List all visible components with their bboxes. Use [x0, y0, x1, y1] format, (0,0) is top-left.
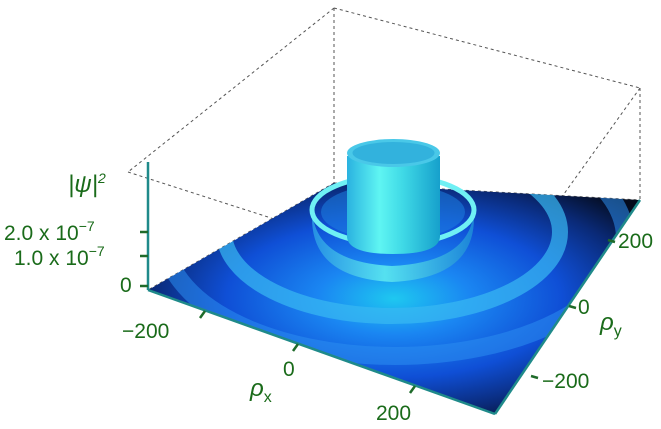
x-tick-200: 200 [376, 402, 411, 425]
axes [146, 162, 642, 416]
x-axis-title: ρx [249, 375, 272, 406]
x-axis-line [147, 288, 496, 416]
z-tick-0: 0 [120, 274, 132, 297]
y-axis-title: ρy [599, 309, 622, 340]
y-tick-200: 200 [618, 230, 653, 253]
y-tick-neg200: −200 [542, 370, 589, 393]
z-axis-title: |ψ|2 [68, 170, 106, 198]
z-tick-1e-7: 1.0 x 10−7 [14, 243, 105, 270]
x-tick-neg200: −200 [122, 320, 169, 343]
y-tick-0: 0 [578, 296, 590, 319]
z-tick-2e-7: 2.0 x 10−7 [4, 218, 95, 245]
central-plateau [347, 139, 440, 254]
y-axis-line [493, 199, 642, 415]
tick-marks [140, 230, 616, 394]
x-tick-0: 0 [283, 358, 295, 381]
